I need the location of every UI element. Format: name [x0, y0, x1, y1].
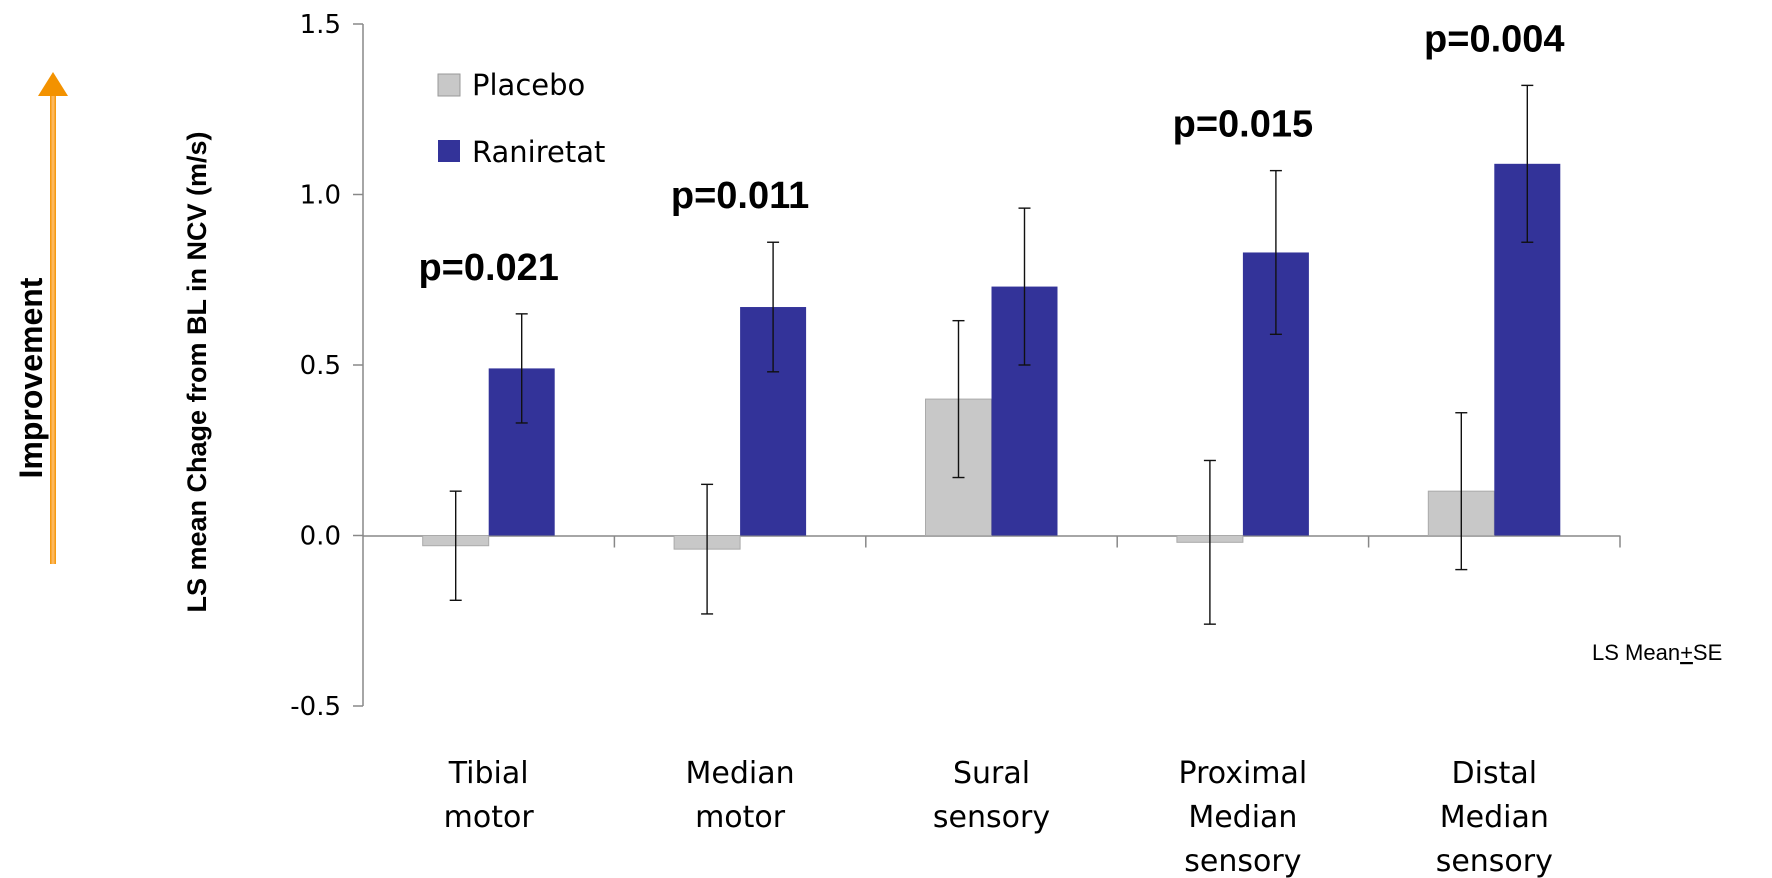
improvement-arrow-shaft — [50, 86, 56, 564]
y-tick-label: 0.5 — [300, 351, 341, 381]
x-category-label: Median — [1188, 800, 1297, 835]
error-bar-note-suffix: SE — [1693, 640, 1722, 665]
p-value-label: p=0.004 — [1424, 18, 1565, 60]
p-value-label: p=0.021 — [418, 247, 559, 289]
x-category-label: Median — [1440, 800, 1549, 835]
category-labels: Tibial motor Median motor Sural sensory Proxim… — [444, 756, 1553, 878]
y-tick-label: 1.5 — [300, 10, 341, 40]
error-bar-note-pm: + — [1680, 640, 1693, 665]
x-category-label: sensory — [1184, 844, 1301, 878]
bars — [422, 163, 1561, 550]
p-value-label: p=0.015 — [1173, 104, 1314, 146]
y-tick-label: 0.0 — [300, 522, 341, 552]
legend-swatch-placebo — [437, 73, 461, 97]
error-bar-note: LS Mean+SE — [1592, 640, 1722, 665]
y-ticks: 1.5 1.0 0.5 0.0 -0.5 — [290, 10, 363, 722]
x-ticks — [613, 535, 1621, 548]
improvement-label: Improvement — [13, 277, 49, 478]
legend-label-placebo: Placebo — [472, 68, 585, 102]
x-category-label: sensory — [1436, 844, 1553, 878]
y-tick-label: -0.5 — [290, 692, 341, 722]
x-category-label: Proximal — [1179, 756, 1308, 791]
y-tick-label: 1.0 — [300, 181, 341, 211]
x-category-label: motor — [695, 800, 786, 835]
legend-label-raniretat: Raniretat — [472, 135, 605, 169]
error-bar-note-text: LS Mean — [1592, 640, 1680, 665]
svg-text:LS Mean+SE: LS Mean+SE — [1592, 640, 1722, 665]
p-values: p=0.021 p=0.011 p=0.015 p=0.004 — [418, 18, 1564, 288]
x-category-label: Median — [686, 756, 795, 791]
improvement-indicator: Improvement — [13, 72, 68, 564]
legend: Placebo Raniretat — [437, 68, 605, 169]
x-category-label: Tibial — [448, 756, 529, 791]
x-category-label: Distal — [1452, 756, 1538, 791]
x-category-label: motor — [444, 800, 535, 835]
p-value-label: p=0.011 — [671, 175, 809, 217]
y-axis-label: LS mean Chage from BL in NCV (m/s) — [182, 131, 212, 612]
x-category-label: sensory — [933, 800, 1050, 835]
x-category-label: Sural — [953, 756, 1030, 791]
error-bars — [449, 84, 1534, 625]
improvement-arrow-head — [38, 72, 68, 96]
legend-swatch-raniretat — [438, 140, 460, 162]
